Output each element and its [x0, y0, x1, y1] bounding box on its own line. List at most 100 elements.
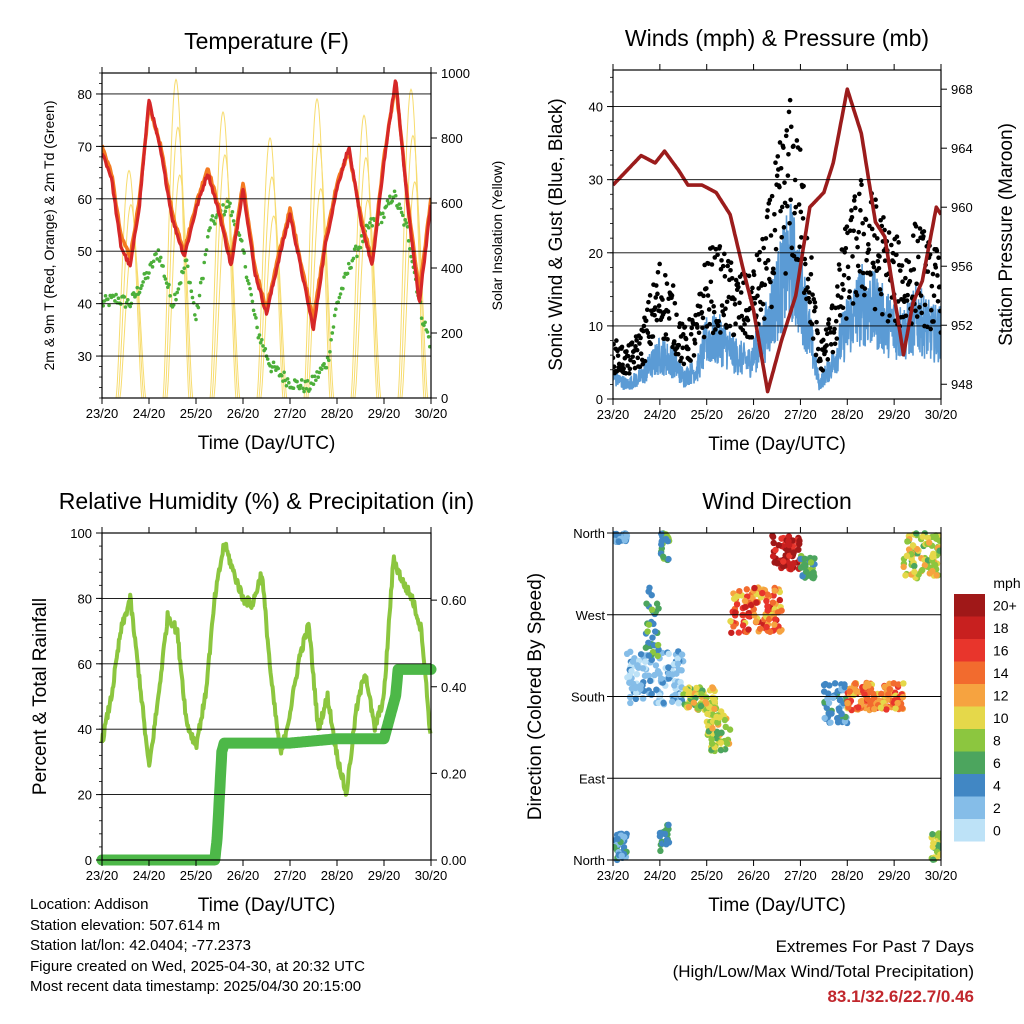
gust-point [850, 301, 856, 306]
dewpoint-point [227, 204, 231, 209]
y2-tick-label: 0.60 [441, 593, 466, 608]
y-tick-label: 50 [78, 244, 92, 259]
direction-point [632, 695, 640, 703]
direction-point [753, 599, 760, 606]
direction-point [855, 704, 862, 711]
direction-point [714, 719, 721, 726]
direction-point [614, 835, 621, 843]
gust-point [805, 285, 810, 290]
direction-point [637, 682, 645, 689]
gust-point [763, 236, 769, 241]
direction-point [841, 681, 848, 688]
dewpoint-point [382, 215, 386, 220]
direction-point [654, 641, 662, 649]
gust-point [614, 338, 619, 343]
dewpoint-point [316, 375, 321, 379]
gust-point [728, 267, 733, 273]
gust-point [696, 330, 702, 336]
dewpoint-point [257, 333, 262, 337]
direction-point [718, 729, 725, 736]
humidity-plot-area [96, 541, 437, 866]
direction-point [890, 680, 897, 687]
gust-point [875, 258, 881, 264]
gust-point [700, 325, 705, 330]
gust-point [935, 273, 940, 278]
direction-point [632, 684, 639, 692]
direction-point [900, 680, 907, 687]
dewpoint-point [103, 294, 108, 298]
x-tick-label: 26/20 [737, 407, 770, 422]
direction-point [764, 591, 771, 598]
direction-point [763, 623, 770, 631]
dewpoint-point [337, 295, 342, 300]
direction-point [618, 852, 625, 859]
dewpoint-point [393, 193, 398, 198]
colorbar-swatch [954, 819, 985, 842]
gust-point [715, 252, 720, 258]
dewpoint-point [189, 289, 194, 294]
direction-point [653, 686, 660, 693]
gust-point [905, 292, 910, 298]
colorbar-label: 4 [993, 777, 1001, 793]
gust-point [701, 293, 706, 299]
gust-point [886, 230, 892, 235]
direction-point [662, 535, 670, 543]
dewpoint-point [388, 194, 392, 199]
colorbar-label: 18 [993, 620, 1009, 636]
gust-point [793, 204, 799, 210]
gust-point [916, 254, 921, 260]
direction-point [723, 740, 731, 747]
colorbar-swatch [954, 684, 985, 707]
gust-point [738, 290, 744, 295]
gust-point [653, 295, 659, 300]
gust-point [880, 311, 885, 317]
pressure-line [613, 87, 941, 394]
direction-point [899, 693, 907, 701]
gust-point [625, 353, 631, 359]
direction-point [657, 675, 665, 682]
gust-point [631, 359, 637, 365]
gust-point [931, 293, 937, 298]
gust-point [761, 316, 767, 321]
gust-point [850, 254, 855, 259]
dewpoint-point [298, 383, 303, 388]
direction-point [629, 658, 637, 665]
dewpoint-point [202, 260, 207, 265]
gust-point [764, 214, 770, 220]
gust-point [877, 287, 883, 292]
gust-point [637, 341, 642, 346]
gust-point [765, 208, 770, 213]
direction-point [751, 612, 758, 619]
dewpoint-point [237, 233, 242, 237]
gust-point [788, 197, 793, 203]
gust-point [739, 313, 745, 319]
gust-point [846, 295, 852, 300]
gust-point [779, 234, 784, 240]
gust-point [826, 321, 831, 327]
solar-insolation-line [260, 215, 288, 398]
gust-point [737, 300, 742, 306]
x-axis-label: Time (Day/UTC) [708, 434, 846, 455]
gust-point [772, 211, 777, 217]
direction-point [648, 606, 656, 613]
dewpoint-point [168, 294, 172, 298]
dewpoint-point [422, 323, 426, 328]
gust-point [754, 252, 760, 258]
dewpoint-point [346, 261, 351, 266]
direction-point [637, 651, 645, 658]
x-tick-label: 26/20 [737, 868, 770, 883]
direction-point [870, 690, 877, 698]
dewpoint-point [299, 378, 304, 382]
y-tick-label: 40 [78, 722, 92, 737]
direction-point [671, 682, 678, 689]
x-tick-label: 23/20 [86, 406, 119, 421]
dewpoint-point [282, 370, 286, 375]
y-tick-label: 20 [78, 788, 92, 803]
direction-point [883, 706, 890, 713]
direction-point [932, 533, 939, 540]
gust-point [915, 238, 921, 244]
plot-frame [101, 532, 432, 861]
direction-point [658, 541, 665, 548]
dewpoint-point [409, 254, 413, 259]
gust-point [806, 295, 811, 301]
